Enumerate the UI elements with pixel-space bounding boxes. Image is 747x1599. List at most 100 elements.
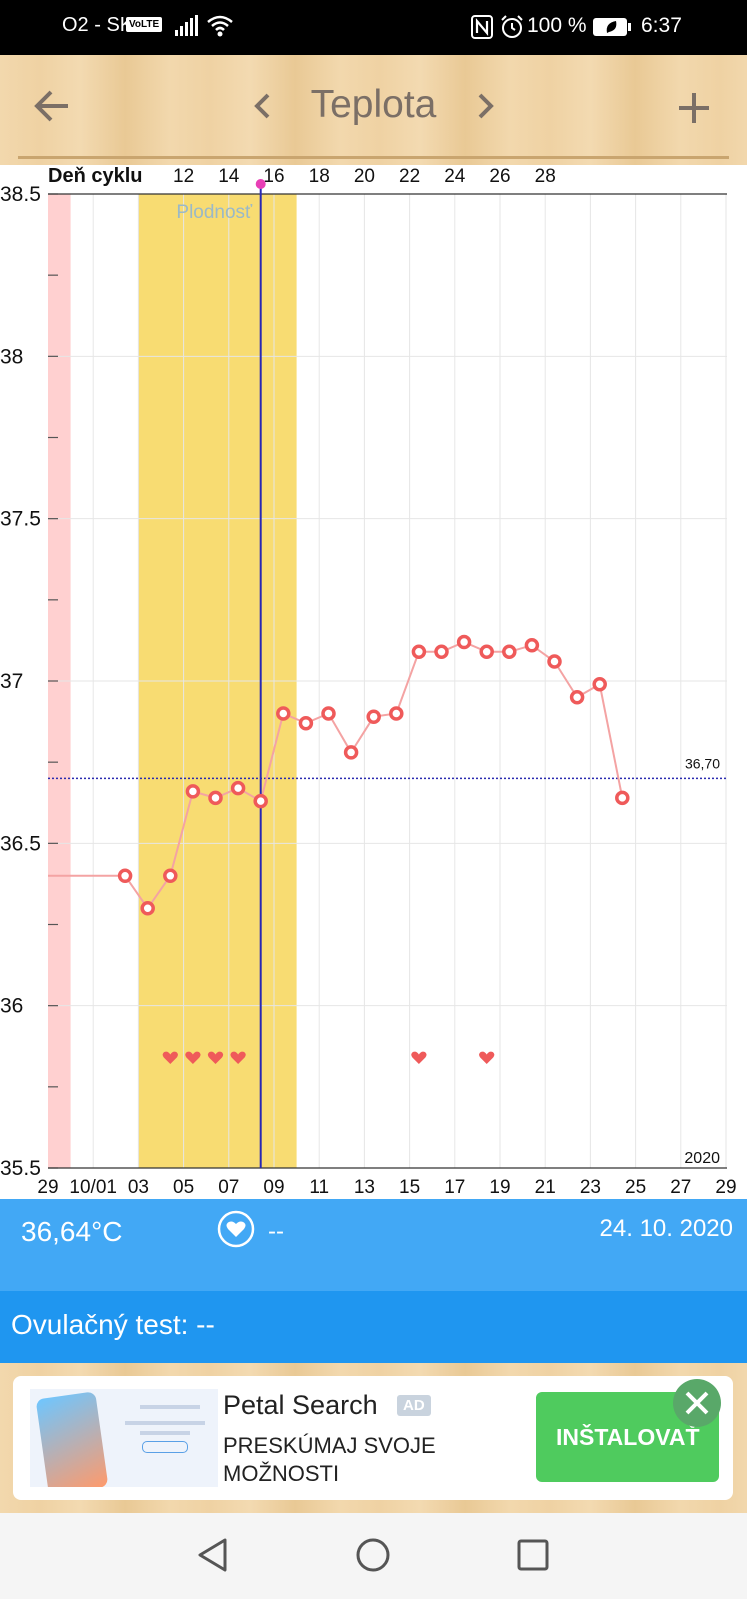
home-circle-icon[interactable] — [355, 1537, 391, 1573]
cycle-day-tick-label: 26 — [489, 166, 510, 187]
info-panel: 36,64°C -- 24. 10. 2020 — [0, 1199, 747, 1291]
chevron-left-icon[interactable] — [252, 92, 272, 120]
temperature-point — [140, 901, 155, 916]
temperature-point — [343, 745, 359, 760]
cycle-day-label: Deň cyklu — [48, 165, 142, 187]
x-tick-label: 13 — [354, 1177, 375, 1198]
page-title: Teplota — [310, 83, 437, 126]
temperature-point — [276, 706, 291, 721]
temperature-point — [366, 709, 381, 724]
alarm-icon — [501, 15, 523, 38]
ad-title: Petal Search — [223, 1390, 378, 1420]
y-tick-label: 36.5 — [0, 832, 41, 855]
ovulation-marker — [255, 179, 266, 189]
temperature-point — [479, 644, 494, 660]
cycle-day-tick-label: 18 — [309, 166, 330, 187]
back-arrow-icon[interactable] — [34, 89, 70, 123]
temperature-point — [163, 868, 178, 884]
temperature-chart[interactable]: 38.5 38 37.5 37 36.5 36 35.5 Deň cyklu 12 14 16 18 2… — [0, 165, 747, 1199]
x-tick-label: 05 — [173, 1177, 194, 1198]
volte-badge: VoLTE — [126, 17, 163, 32]
x-tick-label: 27 — [670, 1177, 691, 1198]
x-tick-label: 23 — [580, 1177, 601, 1198]
x-tick-label: 09 — [263, 1177, 284, 1198]
temperature-point — [321, 706, 336, 721]
temperature-point — [569, 689, 585, 705]
x-tick-label: 25 — [625, 1177, 646, 1198]
status-bar: O2 - SK VoLTE 100 % 6:37 — [0, 0, 747, 55]
selected-date[interactable]: 24. 10. 2020 — [599, 1215, 733, 1242]
temperature-point — [524, 638, 540, 653]
temperature-point — [615, 790, 630, 806]
plus-icon[interactable] — [677, 91, 711, 125]
ad-area: Petal Search AD PRESKÚMAJ SVOJE MOŽNOSTI… — [0, 1363, 747, 1513]
x-tick-label: 29 — [715, 1177, 736, 1198]
close-icon[interactable] — [673, 1379, 721, 1427]
header: Teplota — [0, 55, 747, 165]
intercourse-heart-icon — [185, 1051, 201, 1064]
carrier-name: O2 - SK — [62, 14, 134, 36]
ad-badge: AD — [397, 1395, 431, 1416]
back-triangle-icon[interactable] — [195, 1537, 231, 1573]
ad-card[interactable]: Petal Search AD PRESKÚMAJ SVOJE MOŽNOSTI… — [13, 1376, 733, 1500]
temperature-point — [298, 715, 314, 731]
ovulation-test-label: Ovulačný test: -- — [11, 1309, 215, 1340]
ad-image[interactable] — [30, 1389, 218, 1487]
intercourse-heart-icon — [162, 1051, 178, 1064]
ad-description: PRESKÚMAJ SVOJE MOŽNOSTI — [223, 1433, 436, 1486]
chevron-right-icon[interactable] — [476, 92, 496, 120]
cycle-day-tick-label: 16 — [263, 166, 284, 187]
intercourse-heart-icon — [230, 1051, 246, 1064]
y-tick-label: 35.5 — [0, 1157, 41, 1180]
header-divider — [18, 156, 729, 159]
navigation-bar — [0, 1513, 747, 1599]
signal-icon — [175, 15, 198, 36]
year-label: 2020 — [684, 1150, 720, 1167]
x-tick-label: 15 — [399, 1177, 420, 1198]
clock: 6:37 — [641, 14, 682, 37]
x-tick-label: 29 — [37, 1177, 58, 1198]
temperature-point — [208, 790, 223, 806]
y-tick-label: 37 — [0, 670, 23, 693]
temperature-point — [411, 644, 427, 660]
y-tick-label: 37.5 — [0, 508, 41, 531]
y-tick-label: 38 — [0, 345, 23, 368]
cycle-day-tick-label: 24 — [444, 166, 466, 187]
nfc-icon — [471, 15, 493, 39]
cycle-day-tick-label: 14 — [218, 166, 240, 187]
temperature-point — [253, 793, 268, 809]
temperature-point — [389, 706, 404, 721]
temperature-point — [502, 644, 517, 660]
recents-square-icon[interactable] — [515, 1537, 551, 1573]
y-tick-label: 38.5 — [0, 183, 41, 206]
intercourse-heart-icon — [411, 1051, 427, 1064]
battery-percentage: 100 % — [527, 14, 587, 37]
coverline-label: 36,70 — [685, 755, 720, 771]
cycle-day-tick-label: 20 — [354, 166, 375, 187]
cycle-day-tick-label: 12 — [173, 166, 194, 187]
x-tick-label: 19 — [489, 1177, 510, 1198]
intercourse-value: -- — [268, 1218, 284, 1245]
ovulation-test-bar[interactable]: Ovulačný test: -- — [0, 1291, 747, 1363]
temperature-point — [434, 644, 449, 660]
intercourse-heart-icon — [207, 1051, 224, 1064]
x-tick-label: 21 — [535, 1177, 556, 1198]
x-tick-label: 17 — [444, 1177, 465, 1198]
y-tick-label: 36 — [0, 995, 23, 1018]
temperature-value: 36,64°C — [21, 1216, 123, 1247]
wifi-icon — [207, 15, 233, 37]
heart-icon[interactable] — [217, 1210, 255, 1248]
temperature-point — [547, 654, 562, 669]
cycle-day-tick-label: 28 — [535, 166, 556, 187]
fertile-label: Plodnosť — [176, 202, 253, 223]
x-tick-label: 03 — [128, 1177, 149, 1198]
intercourse-heart-icon — [479, 1051, 495, 1064]
temperature-point — [230, 780, 246, 796]
temperature-point — [592, 676, 607, 692]
x-tick-label: 10/01 — [69, 1177, 117, 1198]
cycle-day-tick-label: 22 — [399, 166, 420, 187]
x-tick-label: 11 — [309, 1177, 329, 1198]
temperature-point — [456, 634, 472, 650]
battery-icon — [593, 18, 631, 36]
temperature-point — [117, 868, 133, 884]
